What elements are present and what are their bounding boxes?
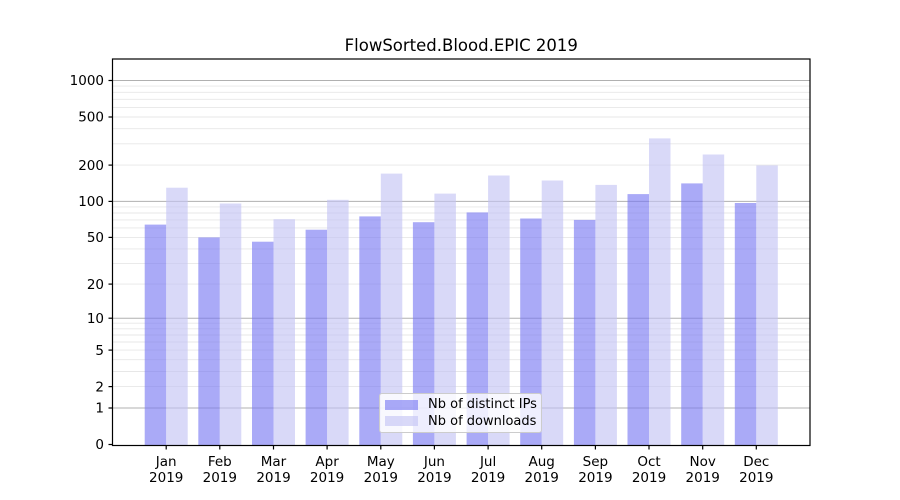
bar-apr-s1 [327,199,349,446]
x-tick-year: 2019 [256,470,290,486]
bar-may-s1 [380,173,403,446]
x-tick-year: 2019 [632,470,666,486]
bar-sep-s0 [573,219,596,446]
legend-label-downloads: Nb of downloads [428,413,537,429]
bar-jul-s0 [466,212,489,446]
bar-oct-s1 [649,138,671,446]
x-tick-month: Jul [479,454,496,470]
x-tick-year: 2019 [739,470,773,486]
legend-item-downloads: Nb of downloads [385,414,536,429]
x-tick-month: Mar [261,454,287,470]
x-axis: Jan2019Feb2019Mar2019Apr2019May2019Jun20… [149,445,773,486]
x-tick-month: Apr [315,454,339,470]
bar-series-1 [166,138,778,446]
chart-title: FlowSorted.Blood.EPIC 2019 [345,36,578,55]
legend-swatch-distinct-ips [385,399,418,410]
plot-border [111,58,811,447]
y-tick-label: 50 [87,230,104,246]
y-tick-label: 20 [87,277,104,293]
bar-series-0 [144,183,757,446]
x-tick-year: 2019 [578,470,612,486]
bar-sep-s1 [595,184,617,446]
x-tick-month: Feb [208,454,232,470]
bar-dec-s1 [756,165,778,446]
bar-nov-s0 [681,183,703,446]
y-tick-label: 200 [78,158,104,174]
x-tick-month: Dec [743,454,769,470]
x-tick-month: Jun [423,454,445,470]
y-tick-label: 1 [95,401,104,417]
y-tick-label: 10 [87,311,104,327]
x-tick-year: 2019 [149,470,183,486]
x-tick-month: Oct [637,454,660,470]
x-tick-month: May [367,454,395,470]
x-tick-year: 2019 [364,470,398,486]
bar-feb-s0 [198,237,220,446]
bar-oct-s0 [627,194,649,446]
bar-jan-s1 [166,187,188,446]
bar-jun-s0 [412,222,435,446]
x-tick-year: 2019 [525,470,559,486]
x-tick-month: Aug [529,454,555,470]
y-tick-label: 100 [78,194,104,210]
legend-swatch-downloads [385,416,418,427]
bar-apr-s0 [305,229,328,446]
legend-item-distinct-ips: Nb of distinct IPs [385,397,537,413]
y-axis: 0 1 2 5 10 20 50 100 200 500 1000 [70,73,113,453]
bar-feb-s1 [219,203,242,446]
bar-jan-s0 [144,224,167,446]
x-tick-year: 2019 [471,470,505,486]
bar-jun-s1 [434,193,456,446]
x-tick-month: Jan [155,454,177,470]
y-tick-label: 500 [78,110,104,126]
y-tick-label: 5 [95,343,104,359]
bar-may-s0 [359,216,381,446]
x-tick-year: 2019 [686,470,720,486]
y-tick-label: 1000 [70,73,104,89]
bar-jul-s1 [488,175,510,446]
x-tick-month: Sep [583,454,608,470]
y-tick-label: 0 [95,437,104,453]
bar-dec-s0 [734,203,757,446]
legend-label-distinct-ips: Nb of distinct IPs [428,397,537,413]
x-tick-year: 2019 [310,470,344,486]
x-tick-month: Nov [690,454,716,470]
bar-mar-s1 [273,219,295,446]
x-tick-year: 2019 [417,470,451,486]
y-tick-label: 2 [95,379,104,395]
legend: Nb of distinct IPs Nb of downloads [379,393,542,433]
bar-nov-s1 [702,154,725,446]
bar-mar-s0 [252,241,274,446]
bar-aug-s0 [520,218,542,446]
bar-aug-s1 [541,180,564,446]
x-tick-year: 2019 [203,470,237,486]
